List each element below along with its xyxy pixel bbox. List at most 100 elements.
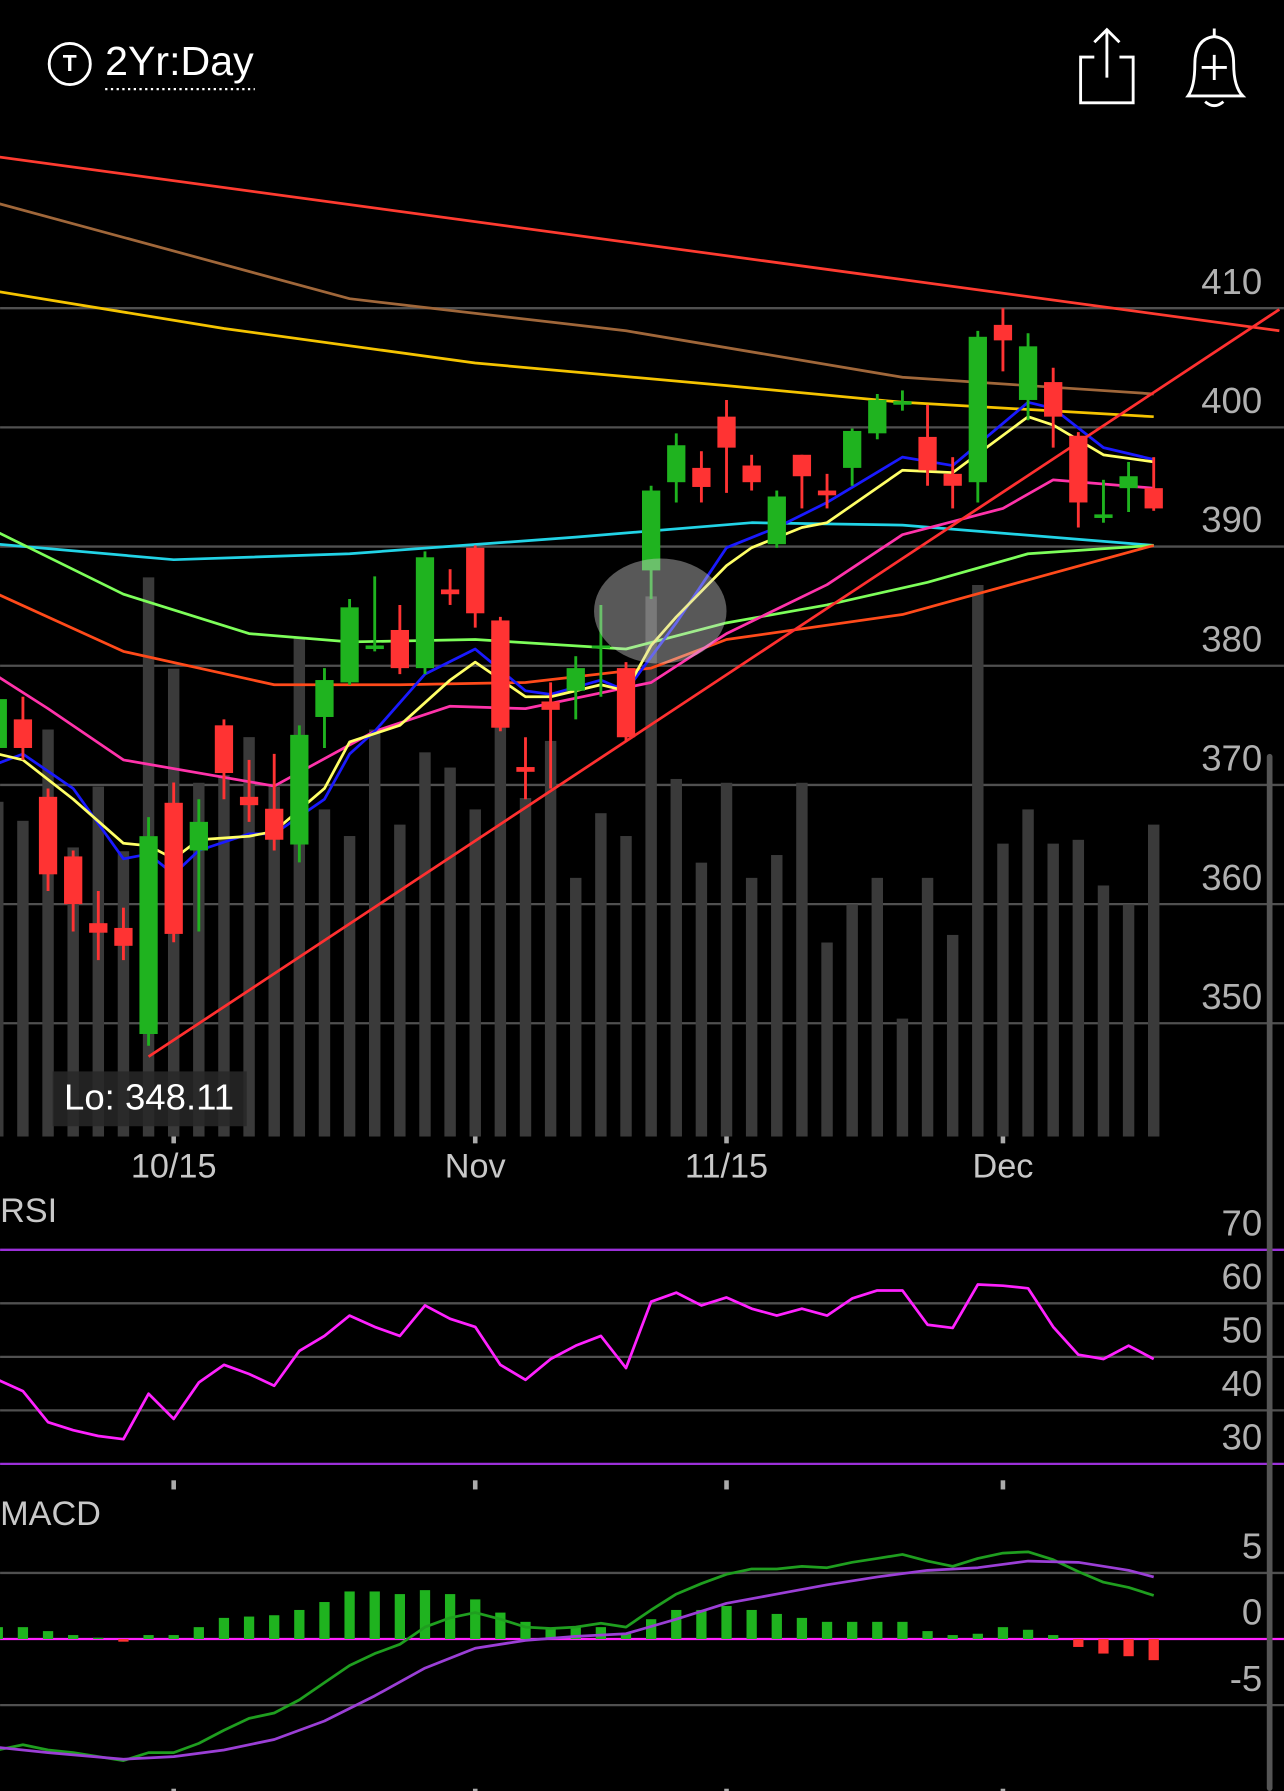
histogram-bar — [1098, 1639, 1109, 1654]
y-tick-label: 380 — [1201, 618, 1262, 659]
histogram-bar — [68, 1635, 79, 1640]
volume-bar — [92, 786, 105, 1137]
candle-body — [868, 399, 887, 434]
histogram-bar — [269, 1615, 280, 1640]
candle-body — [0, 699, 7, 748]
y-tick-label: 60 — [1222, 1256, 1263, 1297]
line — [0, 1283, 1155, 1441]
candle-body — [38, 796, 58, 875]
candle-body — [516, 767, 535, 772]
candle-body — [968, 336, 987, 483]
histogram-bar — [821, 1621, 833, 1640]
timeframe-button[interactable]: 2Yr:Day — [105, 38, 254, 84]
volume-bar — [645, 596, 657, 1137]
histogram-bar — [1048, 1635, 1059, 1640]
y-tick-label: 40 — [1222, 1363, 1263, 1404]
candle-body — [89, 923, 108, 933]
line — [0, 531, 1154, 651]
candle-body — [541, 701, 560, 710]
share-button[interactable] — [1079, 27, 1135, 105]
candle-body — [365, 645, 384, 650]
candle-body — [139, 836, 158, 1035]
candle-body — [340, 607, 359, 683]
volume-bar — [821, 942, 833, 1137]
histogram-bar — [0, 1627, 3, 1640]
share-arrow — [1093, 27, 1121, 78]
candle-body — [1044, 382, 1063, 417]
volume-bar — [896, 1018, 909, 1137]
line — [0, 155, 1280, 333]
y-tick-label: 350 — [1201, 976, 1262, 1017]
histogram-bar — [620, 1633, 632, 1640]
candle-body — [214, 725, 234, 774]
candle-body — [742, 465, 761, 483]
histogram-bar — [972, 1633, 983, 1640]
candle-body — [692, 467, 711, 487]
candle-body — [440, 589, 460, 595]
volume-bar — [369, 729, 381, 1137]
volume-bar — [67, 847, 79, 1137]
volume-bar — [720, 782, 733, 1137]
candle-body — [13, 719, 33, 748]
volume-bar — [670, 778, 682, 1137]
volume-bar — [444, 767, 456, 1137]
histogram-bar — [1148, 1639, 1159, 1661]
histogram-bar — [470, 1599, 481, 1640]
histogram-bar — [796, 1617, 808, 1640]
line — [0, 1550, 1155, 1762]
candle-body — [1144, 488, 1163, 509]
candle-body — [717, 416, 736, 448]
candle-body — [993, 324, 1013, 341]
histogram-bar — [1022, 1629, 1034, 1640]
line — [0, 521, 1154, 562]
candle-body — [943, 473, 962, 486]
histogram-bar — [168, 1635, 179, 1640]
candle-body — [114, 927, 133, 946]
volume-bar — [193, 782, 205, 1137]
volume-bar — [695, 862, 708, 1137]
volume-bar — [745, 877, 758, 1137]
volume-bar — [343, 836, 356, 1137]
scrollbar[interactable] — [1266, 753, 1273, 1791]
histogram-bar — [595, 1627, 607, 1640]
y-tick-label: 70 — [1222, 1202, 1263, 1243]
panel-title: MACD — [0, 1495, 101, 1533]
volume-bar — [243, 737, 255, 1137]
alert-button[interactable] — [1185, 28, 1247, 108]
candle-body — [189, 821, 208, 851]
candle-body — [164, 802, 183, 934]
histogram-bar — [143, 1635, 154, 1640]
x-tick-label: Nov — [445, 1148, 507, 1186]
volume-bar — [972, 584, 984, 1137]
histogram-bar — [193, 1627, 204, 1640]
candle-body — [1119, 476, 1138, 489]
volume-bar — [1122, 904, 1135, 1137]
candle-body — [466, 547, 485, 614]
x-tick-label: 11/15 — [685, 1148, 768, 1186]
volume-bar — [268, 786, 280, 1137]
line — [0, 478, 1154, 788]
histogram-bar — [17, 1627, 29, 1640]
histogram-bar — [118, 1639, 129, 1642]
volume-bar — [997, 843, 1009, 1137]
line — [147, 308, 1281, 1058]
histogram-bar — [947, 1635, 958, 1640]
candle-body — [792, 454, 812, 477]
histogram-bar — [997, 1627, 1009, 1640]
timeframe-icon[interactable] — [47, 41, 92, 86]
line — [0, 544, 1155, 687]
histogram-bar — [218, 1617, 230, 1640]
volume-bar — [595, 813, 607, 1137]
histogram-bar — [570, 1627, 581, 1640]
volume-bar — [419, 752, 431, 1137]
candle-body — [390, 629, 409, 669]
histogram-bar — [847, 1621, 858, 1640]
line — [0, 1559, 1155, 1761]
y-tick-label: 50 — [1222, 1310, 1263, 1351]
annotation-box — [52, 1071, 247, 1127]
panel-title: RSI — [0, 1192, 57, 1230]
histogram-bar — [746, 1609, 757, 1640]
share-box — [1079, 55, 1135, 105]
y-tick-label: -5 — [1230, 1658, 1263, 1699]
